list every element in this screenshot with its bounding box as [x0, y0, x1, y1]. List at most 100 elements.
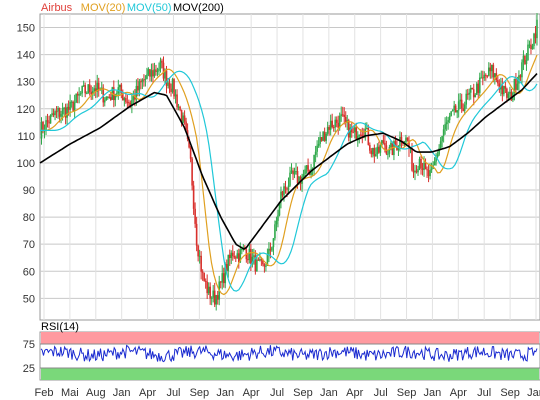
candle-body: [60, 114, 62, 117]
candle-body: [67, 106, 70, 110]
candle-body: [313, 154, 315, 169]
candle-body: [475, 83, 478, 95]
candle-body: [183, 115, 186, 122]
candle-body: [344, 117, 347, 123]
candle-body: [415, 170, 418, 173]
x-tick-label: Jan: [424, 387, 442, 399]
candle-body: [466, 93, 469, 95]
candle-body: [158, 68, 160, 71]
candle-body: [289, 172, 291, 186]
candle-body: [126, 101, 129, 103]
candle-body: [305, 165, 308, 170]
candle-body: [241, 249, 243, 251]
candle-body: [283, 186, 285, 196]
x-tick-label: Apr: [346, 387, 363, 399]
candle-body: [90, 91, 93, 95]
candle-body: [387, 153, 389, 155]
candle-body: [268, 248, 270, 255]
candle-body: [254, 255, 257, 272]
candle-body: [108, 96, 111, 98]
legend-entry: MOV(200): [173, 2, 224, 14]
candle-body: [418, 158, 421, 169]
candle-body: [212, 290, 214, 298]
candle-body: [381, 140, 383, 146]
candle-body: [265, 265, 267, 267]
candle-body: [356, 135, 359, 140]
candle-body: [463, 104, 466, 111]
candle-body: [45, 120, 47, 131]
candle-body: [369, 144, 371, 151]
candle-body: [188, 139, 190, 148]
candle-body: [524, 55, 526, 64]
candle-body: [442, 129, 445, 136]
x-tick-label: Aug: [86, 387, 106, 399]
candle-body: [361, 134, 364, 136]
candle-body: [197, 245, 199, 257]
candle-body: [204, 280, 207, 282]
candle-body: [488, 67, 490, 76]
candle-body: [516, 83, 519, 90]
candle-body: [433, 161, 436, 166]
legend: Airbus MOV(20) MOV(50) MOV(200): [41, 2, 224, 14]
candle-body: [494, 73, 496, 78]
candle-body: [198, 255, 201, 257]
candle-body: [295, 171, 297, 173]
candle-body: [454, 105, 457, 113]
candle-body: [498, 83, 501, 90]
candle-body: [209, 286, 211, 299]
candle-body: [120, 84, 123, 93]
candle-body: [484, 74, 487, 76]
candle-body: [527, 44, 529, 60]
candle-body: [287, 185, 290, 190]
candle-body: [320, 137, 323, 141]
candle-body: [513, 78, 516, 93]
candle-body: [521, 62, 523, 78]
x-tick-label: Sep: [397, 387, 417, 399]
x-tick-label: Jan: [320, 387, 338, 399]
candle-body: [325, 133, 327, 141]
candle-body: [528, 44, 531, 46]
series-line-mov50: [40, 70, 538, 292]
price-y-tick-label: 120: [17, 104, 35, 116]
candle-body: [393, 141, 395, 156]
candle-body: [423, 162, 425, 170]
legend-entry: Airbus: [41, 2, 73, 14]
candle-body: [329, 120, 332, 130]
candle-body: [491, 64, 493, 72]
candle-body: [140, 81, 142, 83]
candle-body: [405, 137, 407, 143]
candle-body: [500, 85, 502, 90]
candle-body: [81, 85, 83, 94]
candle-body: [328, 127, 330, 130]
candle-body: [444, 124, 446, 130]
candle-body: [173, 79, 175, 97]
candle-body: [349, 127, 352, 138]
candle-body: [135, 85, 138, 100]
candle-body: [192, 185, 195, 209]
candle-body: [519, 75, 522, 78]
candle-body: [481, 77, 484, 79]
candle-body: [486, 75, 489, 77]
candle-body: [87, 84, 89, 94]
candle-body: [445, 122, 448, 125]
candle-body: [275, 220, 278, 225]
candle-body: [105, 96, 108, 101]
legend-entry: MOV(50): [127, 2, 172, 14]
candle-body: [57, 107, 59, 112]
candle-body: [167, 82, 169, 86]
price-y-tick-label: 70: [23, 239, 35, 251]
rsi-bands: [41, 332, 539, 380]
candle-body: [302, 174, 305, 177]
candle-body: [100, 87, 103, 89]
candle-body: [509, 91, 511, 94]
candle-body: [132, 96, 135, 101]
price-y-tick-label: 90: [23, 185, 35, 197]
candle-body: [185, 121, 187, 131]
candle-body: [70, 101, 73, 103]
candle-body: [326, 127, 329, 134]
x-tick-label: Sep: [293, 387, 313, 399]
candle-body: [131, 100, 133, 107]
candle-body: [506, 88, 508, 98]
candle-body: [230, 252, 233, 259]
candle-body: [42, 121, 44, 131]
